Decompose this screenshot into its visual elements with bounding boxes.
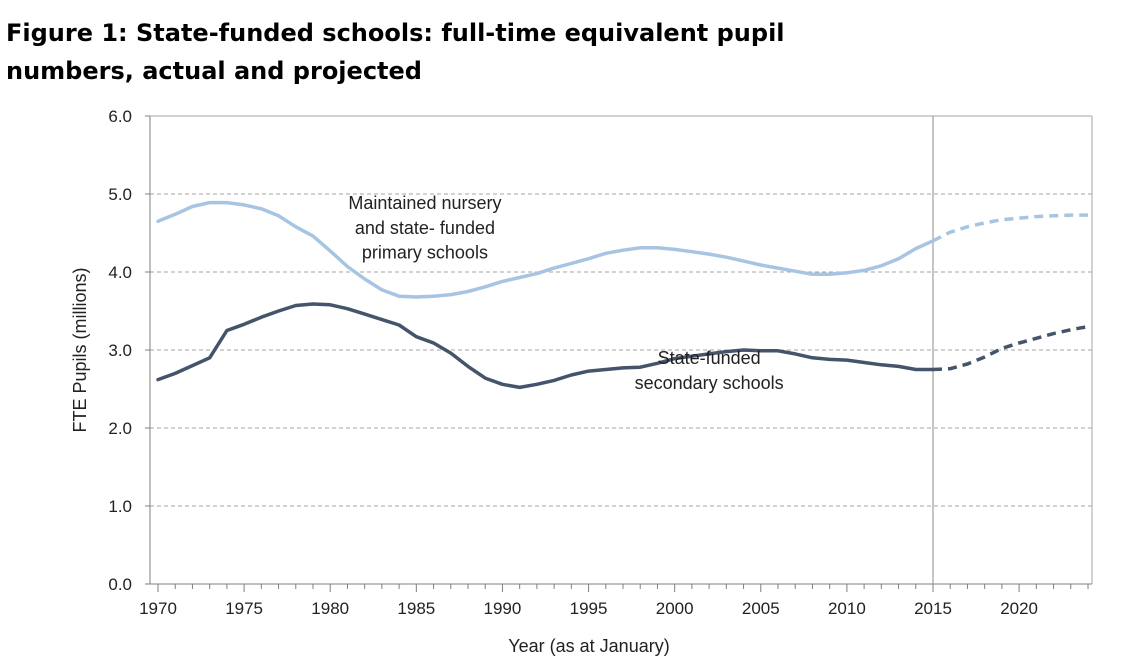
axes (145, 115, 1093, 592)
y-tick-label: 3.0 (108, 341, 132, 360)
x-tick-label: 1975 (225, 599, 263, 618)
tick-labels: 0.0 1.0 2.0 3.0 4.0 5.0 6.0 1970 1975 1980 1985 199… (108, 107, 1038, 618)
series-annotation-1: primary schools (362, 243, 488, 263)
annotations: Maintained nursery and state- funded prima… (348, 193, 783, 393)
y-tick-label: 6.0 (108, 107, 132, 126)
series-lines (156, 200, 1089, 390)
x-tick-label: 2000 (656, 599, 694, 618)
y-tick-label: 5.0 (108, 185, 132, 204)
gridlines (150, 115, 1092, 507)
x-tick-label: 1980 (311, 599, 349, 618)
x-tick-label: 1990 (484, 599, 522, 618)
x-tick-label: 2020 (1000, 599, 1038, 618)
series-projected-line-2 (932, 324, 1089, 372)
series-actual-line-2 (156, 302, 935, 390)
y-tick-label: 0.0 (108, 575, 132, 594)
series-projected-line-1 (932, 213, 1088, 243)
chart-title: Figure 1: State-funded schools: full-tim… (6, 19, 785, 85)
series-actual-line-1 (156, 200, 935, 299)
series-annotation-1: Maintained nursery (348, 193, 501, 213)
x-tick-label: 1970 (139, 599, 177, 618)
y-tick-label: 1.0 (108, 497, 132, 516)
y-tick-label: 4.0 (108, 263, 132, 282)
series-annotation-1: and state- funded (355, 218, 495, 238)
y-axis-label: FTE Pupils (millions) (70, 267, 90, 432)
x-axis-label: Year (as at January) (508, 636, 669, 656)
x-tick-label: 2010 (828, 599, 866, 618)
series-annotation-2: secondary schools (635, 373, 784, 393)
series-annotation-2: State-funded (658, 348, 761, 368)
x-tick-label: 1995 (570, 599, 608, 618)
x-tick-label: 1985 (397, 599, 435, 618)
y-tick-label: 2.0 (108, 419, 132, 438)
x-tick-label: 2015 (914, 599, 952, 618)
x-tick-label: 2005 (742, 599, 780, 618)
